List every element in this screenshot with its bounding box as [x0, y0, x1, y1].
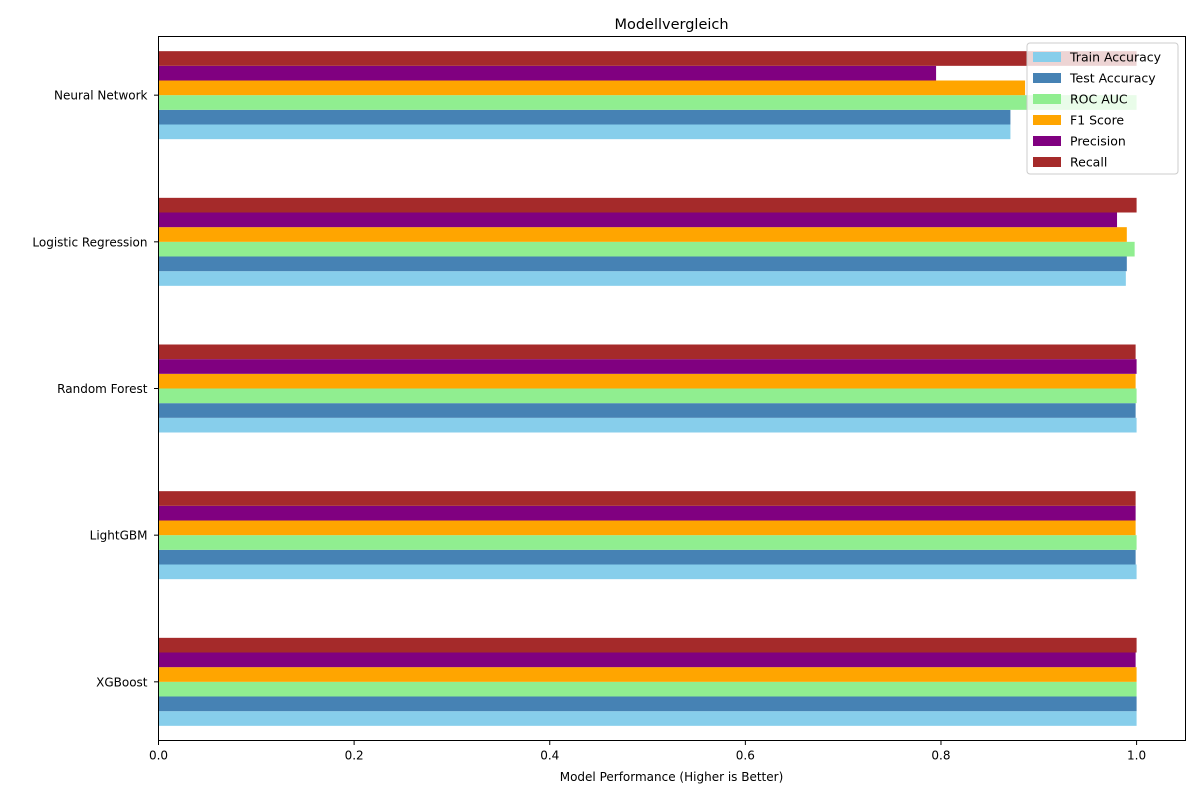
legend-swatch — [1033, 73, 1061, 83]
legend-label: Precision — [1070, 134, 1126, 149]
legend-label: Train Accuracy — [1069, 50, 1162, 65]
bars-group — [158, 51, 1137, 726]
legend-swatch — [1033, 52, 1061, 62]
bar-lightgbm-test-accuracy — [158, 549, 1136, 565]
chart-title: Modellvergleich — [614, 17, 728, 33]
y-tick-label: Random Forest — [57, 382, 148, 396]
bar-logistic-regression-roc-auc — [158, 241, 1135, 257]
bar-neural-network-train-accuracy — [158, 124, 1011, 140]
bar-random-forest-recall — [158, 344, 1136, 360]
bar-random-forest-precision — [158, 359, 1137, 374]
bar-random-forest-f1-score — [158, 373, 1136, 389]
bar-xgboost-recall — [158, 637, 1137, 653]
legend: Train Accuracy Test Accuracy ROC AUC F1 Sco… — [1026, 42, 1179, 175]
bar-neural-network-recall — [158, 51, 1137, 66]
bar-random-forest-roc-auc — [158, 388, 1137, 404]
legend-label: F1 Score — [1070, 113, 1124, 128]
y-tick-label: XGBoost — [96, 675, 148, 689]
x-tick-label: 1.0 — [1127, 749, 1146, 763]
bar-random-forest-test-accuracy — [158, 403, 1136, 418]
legend-label: Recall — [1070, 155, 1107, 170]
bar-neural-network-test-accuracy — [158, 109, 1011, 125]
x-tick-label: 0.4 — [540, 749, 559, 763]
bar-xgboost-test-accuracy — [158, 696, 1137, 712]
bar-neural-network-precision — [158, 65, 937, 81]
y-tick-label: Neural Network — [54, 89, 148, 103]
bar-lightgbm-recall — [158, 491, 1136, 506]
bar-lightgbm-roc-auc — [158, 535, 1137, 550]
x-tick-label: 0.6 — [736, 749, 755, 763]
bar-logistic-regression-test-accuracy — [158, 256, 1127, 272]
bar-lightgbm-precision — [158, 505, 1136, 521]
y-tick-label: Logistic Regression — [32, 235, 147, 249]
x-tick-label: 0.8 — [931, 749, 950, 763]
x-axis: 0.0 0.2 0.4 0.6 0.8 1.0 — [149, 740, 1146, 763]
bar-lightgbm-f1-score — [158, 520, 1136, 536]
bar-logistic-regression-recall — [158, 197, 1137, 213]
legend-box — [1026, 42, 1179, 175]
legend-label: Test Accuracy — [1069, 71, 1156, 86]
x-tick-label: 0.0 — [149, 749, 168, 763]
bar-random-forest-train-accuracy — [158, 417, 1137, 433]
legend-swatch — [1033, 115, 1061, 125]
bar-logistic-regression-precision — [158, 212, 1118, 228]
x-axis-label: Model Performance (Higher is Better) — [560, 770, 784, 784]
bar-lightgbm-train-accuracy — [158, 564, 1137, 580]
legend-swatch — [1033, 157, 1061, 167]
bar-neural-network-f1-score — [158, 80, 1026, 96]
bar-logistic-regression-f1-score — [158, 227, 1127, 242]
bar-logistic-regression-train-accuracy — [158, 271, 1126, 286]
bar-xgboost-train-accuracy — [158, 711, 1137, 726]
bar-neural-network-roc-auc — [158, 95, 1137, 110]
bar-xgboost-roc-auc — [158, 681, 1137, 697]
y-tick-label: LightGBM — [90, 529, 148, 543]
bar-xgboost-f1-score — [158, 667, 1137, 682]
bar-xgboost-precision — [158, 652, 1136, 668]
x-tick-label: 0.2 — [345, 749, 364, 763]
y-axis: XGBoost LightGBM Random Forest Logistic Reg… — [32, 89, 159, 689]
legend-swatch — [1033, 136, 1061, 146]
legend-label: ROC AUC — [1070, 92, 1128, 107]
legend-swatch — [1033, 94, 1061, 104]
